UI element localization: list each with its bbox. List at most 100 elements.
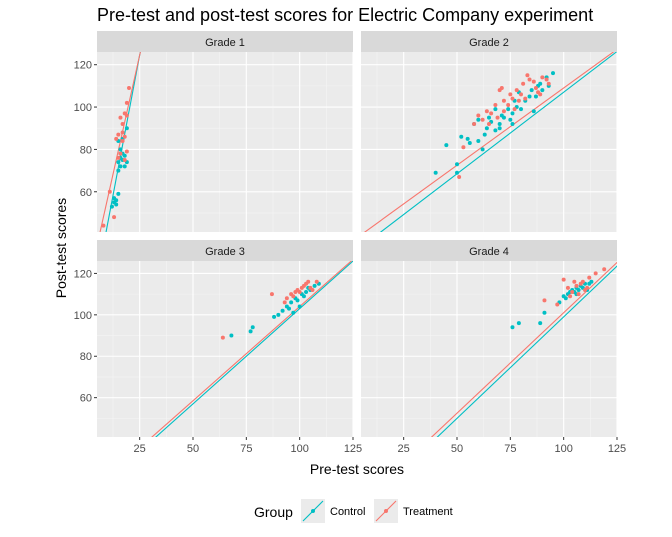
data-point-control — [114, 198, 119, 203]
data-point-treatment — [314, 279, 319, 284]
data-point-treatment — [501, 109, 506, 114]
data-point-control — [508, 117, 513, 122]
data-point-control — [493, 128, 498, 133]
facet-panel: Grade 4 — [361, 240, 618, 437]
data-point-treatment — [512, 107, 517, 112]
x-tick-label: 100 — [290, 443, 308, 455]
legend-key-point-treatment — [384, 509, 388, 513]
data-point-control — [109, 204, 114, 209]
regression-line-control — [155, 261, 353, 437]
x-tick-label: 125 — [344, 443, 362, 455]
data-point-treatment — [561, 277, 566, 282]
y-tick-label: 80 — [80, 144, 92, 156]
data-point-control — [531, 109, 536, 114]
facet-strip-label: Grade 1 — [205, 37, 245, 49]
data-point-treatment — [523, 96, 528, 101]
regression-line-treatment — [364, 52, 615, 232]
y-tick-label: 60 — [80, 393, 92, 405]
data-point-control — [482, 132, 487, 137]
data-point-treatment — [602, 267, 607, 272]
data-point-treatment — [282, 300, 287, 305]
x-tick-label: 50 — [187, 443, 199, 455]
data-point-treatment — [124, 149, 129, 154]
facet-panels: Grade 1 Grade 2 Grade 3 Grade 4 — [97, 31, 618, 437]
legend-label-control: Control — [330, 506, 365, 518]
data-point-control — [506, 107, 511, 112]
data-point-control — [280, 308, 285, 313]
data-point-treatment — [585, 285, 590, 290]
data-point-treatment — [565, 285, 570, 290]
data-point-treatment — [122, 134, 127, 139]
regression-line-control — [105, 52, 141, 232]
data-point-treatment — [506, 102, 511, 107]
regression-line-treatment — [430, 261, 617, 437]
data-point-treatment — [291, 294, 296, 299]
data-point-control — [510, 111, 515, 116]
x-tick-label: 25 — [134, 443, 146, 455]
data-point-control — [124, 126, 129, 131]
data-point-control — [497, 126, 502, 131]
data-point-treatment — [124, 113, 129, 118]
data-point-control — [519, 107, 523, 112]
panel-background — [361, 261, 617, 437]
data-point-control — [497, 122, 502, 126]
data-point-treatment — [116, 132, 121, 137]
data-point-treatment — [101, 223, 106, 228]
data-point-treatment — [489, 111, 494, 116]
data-point-control — [116, 160, 121, 165]
data-point-control — [487, 115, 491, 120]
data-point-treatment — [116, 155, 121, 160]
data-point-treatment — [495, 115, 500, 120]
y-tick-label: 120 — [74, 60, 92, 72]
data-point-control — [533, 94, 538, 99]
data-point-treatment — [293, 290, 298, 295]
data-point-treatment — [107, 189, 112, 194]
data-point-control — [116, 168, 121, 173]
data-point-treatment — [499, 86, 504, 90]
data-point-control — [229, 333, 234, 338]
data-point-treatment — [297, 290, 302, 295]
data-point-control — [272, 314, 277, 319]
data-point-treatment — [521, 81, 526, 86]
data-point-control — [538, 81, 543, 86]
legend-label-treatment: Treatment — [403, 506, 453, 518]
data-point-treatment — [124, 100, 129, 105]
data-point-control — [501, 115, 506, 120]
data-point-treatment — [538, 92, 543, 97]
data-point-control — [510, 325, 515, 330]
data-point-control — [467, 141, 472, 146]
data-point-control — [465, 136, 470, 141]
x-tick-label: 50 — [451, 443, 463, 455]
regression-line-treatment — [151, 261, 353, 437]
data-point-treatment — [310, 287, 315, 292]
data-point-treatment — [114, 136, 119, 141]
data-point-treatment — [576, 292, 581, 297]
data-point-treatment — [487, 122, 491, 126]
x-tick-label: 100 — [554, 443, 572, 455]
data-point-treatment — [533, 86, 538, 90]
regression-line-treatment — [99, 52, 141, 232]
facet-panel: Grade 1 — [97, 31, 354, 232]
facet-strip-label: Grade 3 — [205, 246, 245, 258]
data-point-treatment — [570, 290, 575, 295]
data-point-treatment — [519, 92, 523, 97]
data-point-treatment — [306, 279, 311, 284]
data-point-control — [116, 191, 121, 196]
data-point-treatment — [516, 98, 521, 103]
data-point-control — [295, 298, 300, 303]
data-point-treatment — [480, 117, 485, 122]
data-point-control — [510, 122, 515, 126]
data-point-treatment — [501, 98, 506, 103]
data-point-control — [118, 147, 123, 152]
x-axis: 25 50 75 100 125 25 50 75 100 125 — [134, 437, 626, 455]
data-point-control — [476, 138, 481, 143]
y-tick-label: 100 — [74, 102, 92, 114]
data-point-control — [114, 202, 119, 207]
data-point-control — [540, 88, 545, 93]
data-point-treatment — [122, 158, 127, 162]
data-point-treatment — [269, 292, 274, 297]
data-point-control — [484, 126, 489, 131]
data-point-treatment — [540, 75, 545, 80]
panel-data — [99, 52, 141, 232]
data-point-control — [433, 170, 438, 175]
